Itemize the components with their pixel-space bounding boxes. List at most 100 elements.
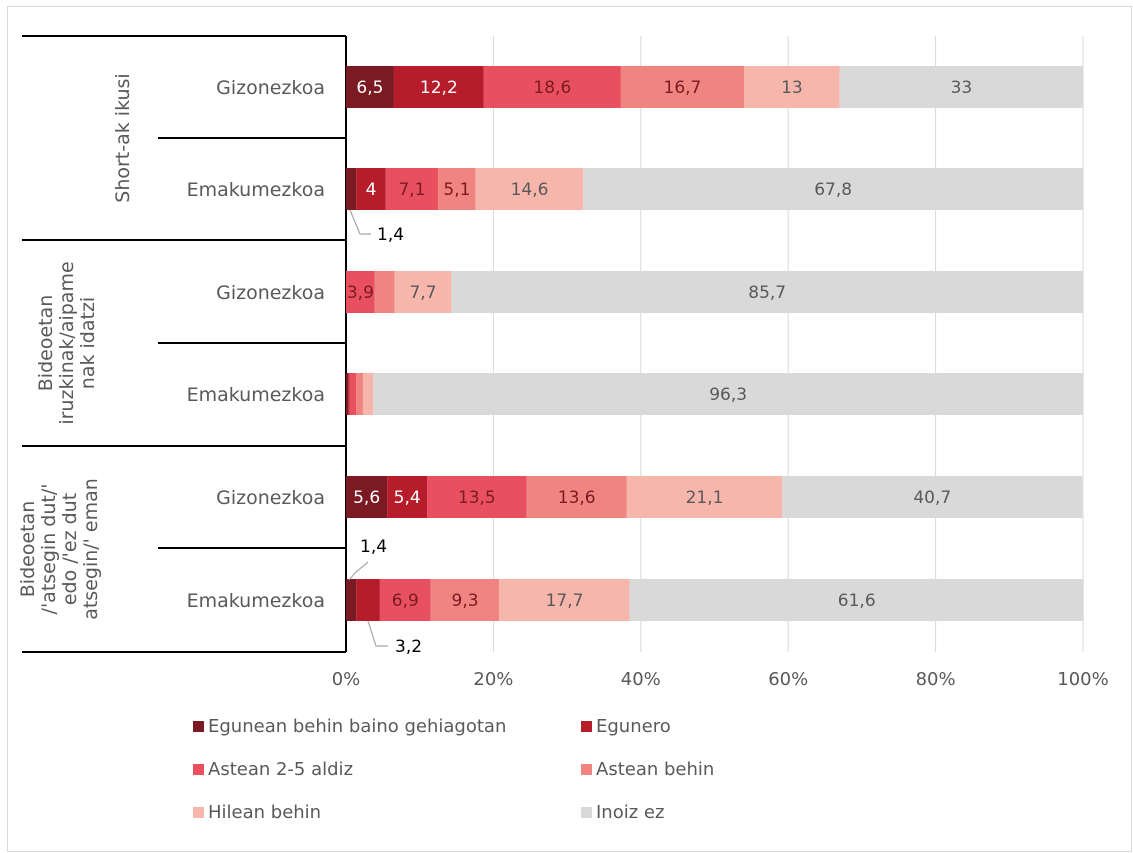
row-category-label: Gizonezkoa [216, 487, 325, 509]
data-label: 17,7 [546, 591, 584, 611]
data-label: 5,1 [443, 180, 470, 200]
row-category-label: Emakumezkoa [187, 590, 325, 612]
legend-swatch [581, 721, 592, 732]
bar-segment [526, 476, 627, 518]
group-label-line: iruzkinak/aipame [56, 261, 78, 424]
x-tick-label: 20% [473, 669, 513, 690]
bar-segment [427, 476, 527, 518]
group-label-line: edo /'ez dut [59, 493, 81, 605]
bar-segment [349, 373, 357, 415]
x-tick-label: 100% [1057, 669, 1108, 690]
row-category-label: Emakumezkoa [187, 179, 325, 201]
data-label: 61,6 [838, 591, 876, 611]
data-label: 13 [781, 78, 803, 98]
data-label: 1,4 [377, 225, 404, 245]
group-label-line: Bideoetan [35, 295, 57, 392]
data-label: 3,9 [347, 283, 374, 303]
group-label: Short-ak ikusi [112, 73, 134, 202]
data-label: 18,6 [533, 78, 571, 98]
data-label: 5,6 [353, 488, 380, 508]
bar-segment [379, 579, 431, 621]
bar-segment [346, 476, 388, 518]
bar-segment [346, 168, 357, 210]
bar-segment [346, 66, 394, 108]
bar-segment [356, 373, 363, 415]
x-tick-label: 0% [332, 669, 361, 690]
bar-segment [356, 579, 380, 621]
data-label: 12,2 [420, 78, 458, 98]
data-label: 13,5 [458, 488, 496, 508]
bar-segment [348, 373, 350, 415]
data-label: 6,9 [392, 591, 419, 611]
legend-swatch [193, 764, 204, 775]
bar-segment [346, 579, 357, 621]
group-label-line: Short-ak ikusi [112, 73, 134, 202]
data-label: 85,7 [748, 283, 786, 303]
row-category-label: Gizonezkoa [216, 282, 325, 304]
bar-segment [356, 168, 386, 210]
bar-segment [475, 168, 584, 210]
callout-line [367, 620, 388, 647]
x-tick-label: 80% [916, 669, 956, 690]
legend-swatch [193, 721, 204, 732]
data-label: 3,2 [395, 637, 422, 657]
data-label: 5,4 [394, 488, 421, 508]
row-category-label: Emakumezkoa [187, 384, 325, 406]
data-label: 96,3 [709, 385, 747, 405]
data-label: 14,6 [511, 180, 549, 200]
legend-label: Astean 2-5 aldiz [208, 759, 353, 780]
group-label-line: Bideoetan [17, 501, 39, 598]
data-label: 33 [951, 78, 973, 98]
bar-segment [451, 271, 1083, 313]
data-label: 6,5 [356, 78, 383, 98]
bar-segment [374, 271, 395, 313]
data-label: 40,7 [913, 488, 951, 508]
group-label-line: nak idatzi [77, 297, 99, 389]
bar-segment [629, 579, 1084, 621]
bar-segment [393, 66, 484, 108]
legend-swatch [581, 807, 592, 818]
callout-line [348, 561, 369, 581]
legend-label: Hilean behin [208, 802, 321, 823]
bar-segment [626, 476, 783, 518]
data-label: 9,3 [452, 591, 479, 611]
legend-label: Egunean behin baino gehiagotan [208, 716, 506, 737]
bar-segment [438, 168, 476, 210]
x-tick-label: 40% [621, 669, 661, 690]
bar-segment [782, 476, 1083, 518]
legend-label: Astean behin [596, 759, 714, 780]
legend-swatch [581, 764, 592, 775]
x-tick-label: 60% [768, 669, 808, 690]
bar-segment [385, 168, 439, 210]
bar-segment [346, 373, 349, 415]
bar-segment [499, 579, 630, 621]
bar-segment [346, 271, 375, 313]
data-label: 4 [366, 180, 377, 200]
legend-swatch [193, 807, 204, 818]
data-label: 21,1 [686, 488, 724, 508]
bar-segment [362, 373, 374, 415]
data-label: 7,1 [398, 180, 425, 200]
legend-label: Egunero [596, 716, 671, 737]
group-label-line: atsegin/' eman [80, 478, 102, 620]
bar-segment [387, 476, 428, 518]
bar-segment [483, 66, 621, 108]
data-label: 16,7 [664, 78, 702, 98]
bar-segment [620, 66, 744, 108]
bar-segment [839, 66, 1083, 108]
bar-segment [394, 271, 452, 313]
group-label-line: /'atsegin dut/' [38, 484, 60, 615]
group-label: Bideoetan/'atsegin dut/' edo /'ez dut atse… [17, 478, 102, 620]
chart-frame [7, 6, 1132, 852]
data-label: 67,8 [814, 180, 852, 200]
data-label: 1,4 [360, 537, 387, 557]
bar-segment [430, 579, 500, 621]
row-category-label: Gizonezkoa [216, 77, 325, 99]
bar-segment [373, 373, 1083, 415]
data-label: 13,6 [558, 488, 596, 508]
data-label: 7,7 [409, 283, 436, 303]
legend-label: Inoiz ez [596, 802, 664, 823]
group-label: Bideoetan iruzkinak/aipame nak idatzi [35, 261, 99, 424]
bar-segment [583, 168, 1083, 210]
